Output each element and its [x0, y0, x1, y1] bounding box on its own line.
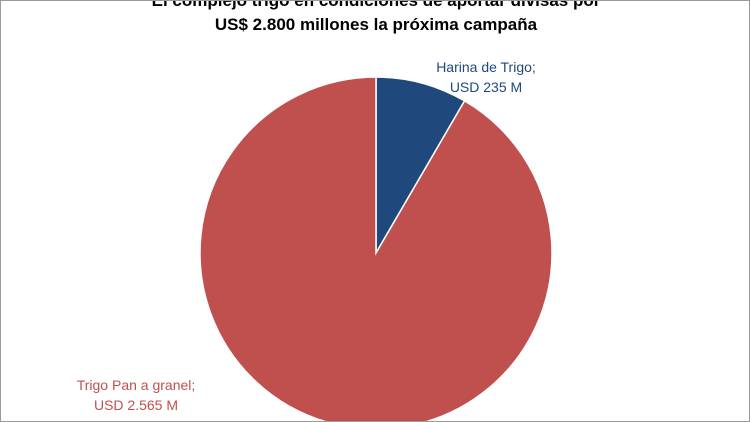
slice-label-harina-name: Harina de Trigo;: [436, 59, 536, 75]
slice-label-harina: Harina de Trigo; USD 235 M: [406, 57, 566, 97]
pie-slice-harina: [375, 76, 466, 256]
chart-title-line-2: US$ 2.800 millones la próxima campaña: [214, 15, 538, 34]
slice-label-trigo: Trigo Pan a granel; USD 2.565 M: [56, 375, 216, 415]
slice-label-harina-value: USD 235 M: [449, 79, 523, 95]
slice-label-trigo-value: USD 2.565 M: [93, 397, 179, 413]
chart-title-line-1: El complejo trigo en condiciones de apor…: [151, 0, 601, 10]
slice-label-trigo-name: Trigo Pan a granel;: [76, 377, 196, 393]
pie-slice-trigo: [199, 76, 553, 421]
